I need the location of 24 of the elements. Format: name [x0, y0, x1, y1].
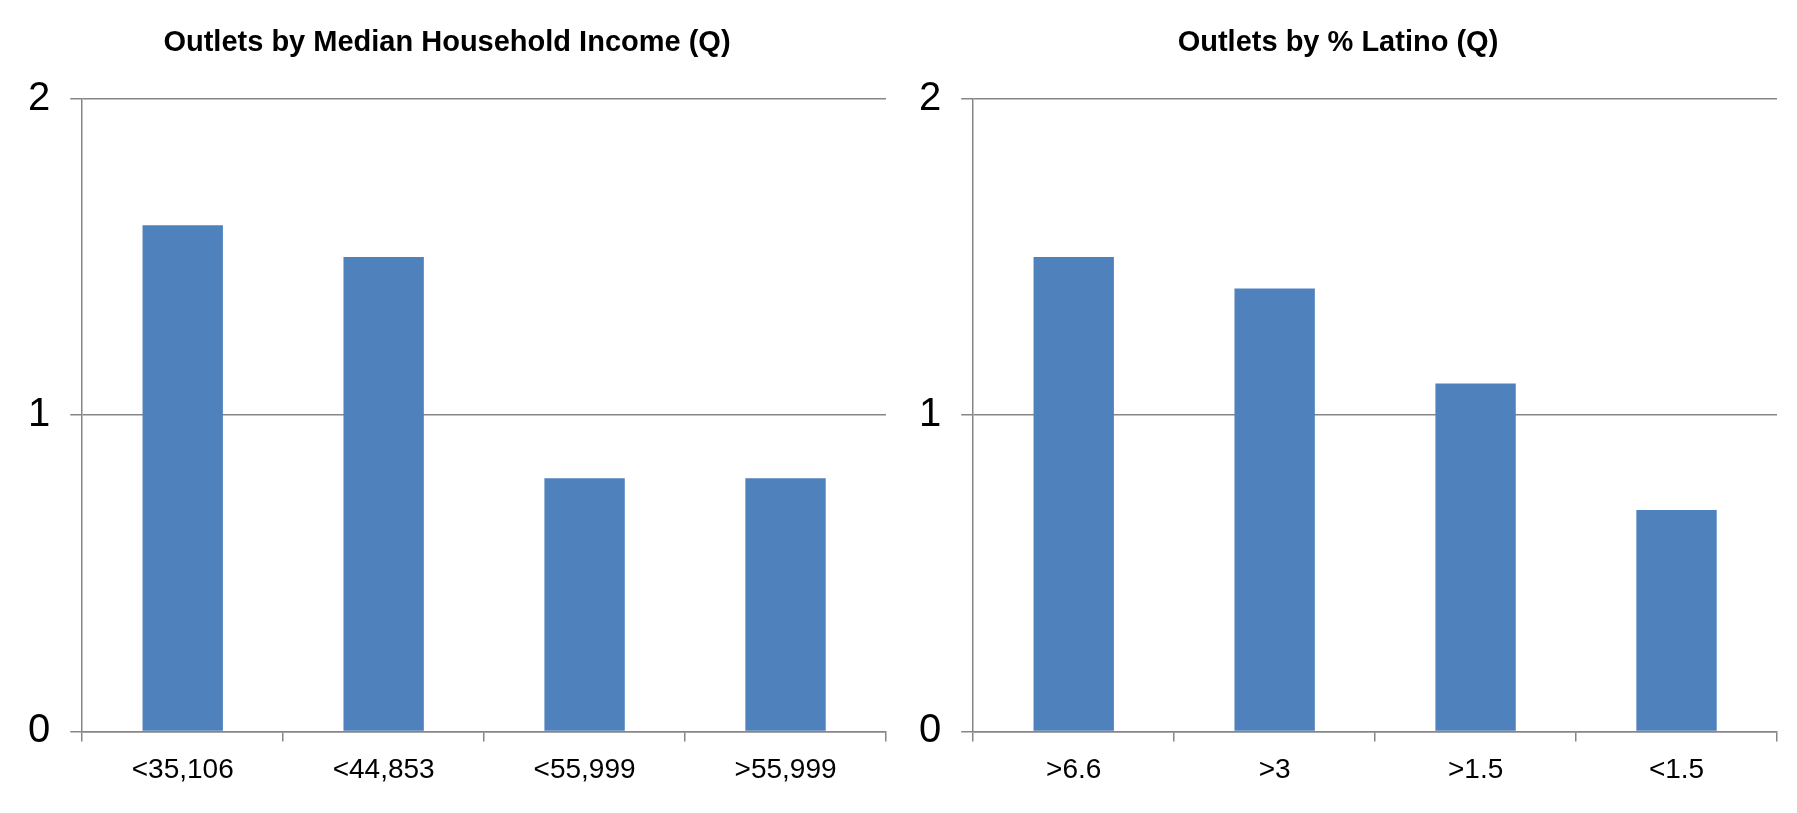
y-tick-label: 2	[919, 73, 942, 118]
bar	[343, 256, 424, 731]
bar	[1234, 288, 1315, 731]
x-tick-label: >3	[1258, 752, 1291, 784]
bar	[745, 478, 826, 731]
bar	[1033, 256, 1114, 731]
bar	[544, 478, 625, 731]
y-tick-label: 0	[28, 706, 51, 751]
bar	[1636, 509, 1717, 731]
chart-title: Outlets by % Latino (Q)	[1177, 25, 1499, 58]
y-tick-label: 0	[919, 706, 942, 751]
x-tick-label: <55,999	[533, 752, 636, 784]
chart-title: Outlets by Median Household Income (Q)	[163, 25, 731, 58]
x-tick-label: >55,999	[734, 752, 837, 784]
x-tick-label: <1.5	[1648, 752, 1705, 784]
bar	[142, 225, 223, 731]
bar	[1435, 383, 1516, 731]
x-tick-label: >1.5	[1447, 752, 1504, 784]
x-tick-label: <35,106	[131, 752, 234, 784]
y-tick-label: 2	[28, 73, 51, 118]
x-tick-label: <44,853	[332, 752, 435, 784]
y-tick-label: 1	[919, 390, 942, 435]
x-tick-label: >6.6	[1046, 752, 1102, 784]
y-tick-label: 1	[28, 390, 51, 435]
